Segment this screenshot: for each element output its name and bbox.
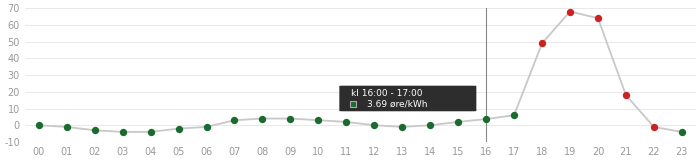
Point: [229, 119, 240, 122]
Point: [536, 42, 547, 45]
Text: 3.69 øre/kWh: 3.69 øre/kWh: [368, 100, 428, 109]
Point: [620, 94, 631, 96]
Point: [397, 126, 408, 128]
Point: [508, 114, 519, 117]
Point: [648, 126, 659, 128]
Point: [369, 124, 380, 127]
Point: [592, 17, 603, 19]
Point: [425, 124, 436, 127]
Point: [61, 126, 72, 128]
FancyBboxPatch shape: [340, 86, 476, 111]
Point: [564, 10, 575, 13]
Point: [313, 119, 324, 122]
Point: [145, 131, 156, 133]
Point: [341, 121, 352, 123]
Point: [480, 118, 491, 120]
Point: [173, 127, 184, 130]
Point: [117, 131, 128, 133]
Point: [201, 126, 212, 128]
Point: [676, 131, 687, 133]
Point: [285, 117, 296, 120]
Text: kl 16:00 - 17:00: kl 16:00 - 17:00: [351, 89, 422, 98]
Point: [33, 124, 44, 127]
Point: [348, 103, 359, 106]
Point: [453, 121, 464, 123]
Point: [257, 117, 268, 120]
Point: [89, 129, 100, 132]
